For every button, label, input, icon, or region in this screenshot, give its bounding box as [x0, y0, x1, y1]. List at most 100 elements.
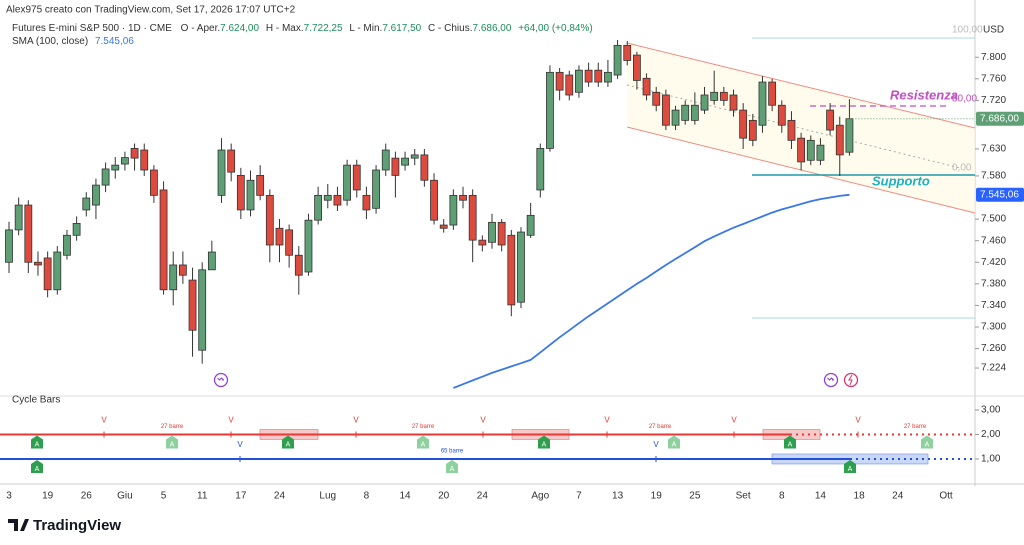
candle-body — [555, 71, 564, 91]
candle-body — [121, 157, 129, 165]
cycle-badge-label: A — [925, 441, 930, 448]
cycle-badge — [282, 435, 294, 449]
candle-body — [275, 227, 284, 246]
candle-body — [652, 91, 661, 106]
cycle-marker: V — [604, 416, 610, 425]
fib-label: 100,00 — [952, 25, 983, 36]
cycle-badge — [446, 459, 458, 473]
brand-logo — [8, 519, 29, 531]
event-icon[interactable] — [823, 372, 839, 388]
y-tick-label: 7.300 — [981, 322, 1006, 333]
cycle-badge-label: A — [170, 441, 175, 448]
cycle-badge — [538, 435, 550, 449]
candle-body — [63, 234, 71, 256]
candle-body — [256, 174, 265, 196]
candle-body — [613, 44, 622, 76]
candle-body — [265, 194, 274, 246]
x-tick-label: 19 — [42, 491, 54, 502]
last-price-tag — [976, 111, 1024, 126]
cycle-badge-label: A — [848, 466, 853, 473]
candle-body — [661, 94, 670, 126]
candle-body — [420, 154, 429, 181]
candle-body — [768, 81, 777, 106]
y-tick-label: 7.580 — [981, 171, 1006, 182]
candle-body — [575, 69, 583, 93]
x-tick-label: 25 — [689, 491, 701, 502]
currency: USD — [983, 25, 1004, 36]
candle-body — [430, 179, 438, 221]
candle-body — [806, 139, 815, 161]
x-tick-label: 19 — [651, 491, 663, 502]
cycle-marker: V — [731, 416, 737, 425]
candle-body — [130, 148, 139, 159]
cycle-y-tick-label: 3,00 — [981, 405, 1001, 416]
cycle-y-tick-label: 1,00 — [981, 454, 1001, 465]
cycle-badge-label: A — [286, 441, 291, 448]
candle-body — [236, 174, 245, 211]
cycle-marker: V — [855, 416, 861, 425]
candle-body — [352, 164, 361, 191]
cycle-badge-label: A — [450, 466, 455, 473]
cycle-title: Cycle Bars — [12, 395, 60, 406]
x-tick-label: 17 — [235, 491, 247, 502]
candle-body — [92, 184, 100, 206]
event-icon[interactable] — [843, 372, 859, 388]
candle-body — [719, 91, 728, 101]
support-label: Supporto — [872, 173, 930, 188]
candle-body — [700, 94, 709, 111]
candle-body — [198, 269, 207, 351]
channel-upper — [626, 42, 976, 129]
x-tick-label: 8 — [364, 491, 370, 502]
cycle-badge — [668, 435, 680, 449]
candle-body — [642, 77, 651, 96]
candle-body — [739, 109, 748, 139]
candle-body — [34, 261, 42, 266]
candle-body — [82, 197, 91, 211]
cycle-badge — [166, 435, 178, 449]
x-tick-label: 3 — [6, 491, 12, 502]
ohlc-label: H - Max. — [266, 23, 304, 34]
candle-body — [188, 279, 197, 331]
x-tick-label: 7 — [576, 491, 582, 502]
candle-body — [401, 157, 409, 166]
cycle-badge — [844, 459, 856, 473]
cycle-marker: V — [353, 416, 359, 425]
ohlc-label: L - Min. — [349, 23, 382, 34]
x-tick-label: 5 — [161, 491, 167, 502]
y-tick-label: 7.340 — [981, 300, 1006, 311]
sma-name: SMA (100, close) — [12, 36, 88, 47]
candle-body — [362, 194, 371, 211]
cycle-y-tick-label: 2,00 — [981, 429, 1001, 440]
cycle-count: 65 barre — [441, 449, 464, 455]
sma-line — [453, 193, 850, 389]
candle-body — [149, 169, 158, 196]
ohlc-value: 7.617,50 — [382, 23, 421, 34]
cycle-badge-label: A — [542, 441, 547, 448]
candle-body — [381, 149, 390, 171]
candle-body — [285, 229, 294, 256]
candle-body — [681, 104, 690, 121]
candle-body — [140, 149, 149, 171]
x-tick-label: Ott — [939, 491, 953, 502]
y-tick-label: 7.760 — [981, 73, 1006, 84]
ohlc-value: 7.624,00 — [220, 23, 259, 34]
x-tick-label: 24 — [477, 491, 489, 502]
candle-body — [304, 219, 313, 273]
candle-body — [294, 254, 303, 276]
y-tick-label: 7.420 — [981, 257, 1006, 268]
cycle-count: 27 barre — [412, 424, 435, 430]
x-tick-label: 20 — [438, 491, 450, 502]
candle-body — [343, 164, 352, 201]
brand: TradingView — [33, 517, 121, 534]
y-tick-label: 7.630 — [981, 144, 1006, 155]
candle-body — [246, 179, 255, 211]
event-icon[interactable] — [213, 372, 229, 388]
x-tick-label: Lug — [319, 491, 336, 502]
candle-body — [816, 144, 825, 161]
candle-body — [53, 251, 62, 291]
y-tick-label: 7.224 — [981, 363, 1006, 374]
candle-body — [536, 148, 545, 191]
sma-legend: SMA (100, close) 7.545,06 — [12, 36, 134, 47]
candle-body — [323, 194, 332, 201]
